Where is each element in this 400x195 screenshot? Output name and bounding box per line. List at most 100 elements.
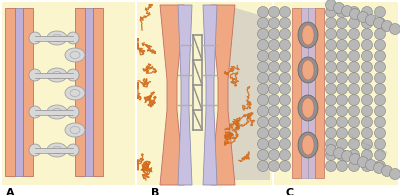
Circle shape	[350, 153, 360, 165]
Circle shape	[348, 160, 360, 171]
Circle shape	[362, 40, 372, 51]
Circle shape	[374, 116, 386, 128]
Circle shape	[280, 160, 290, 171]
Circle shape	[348, 83, 360, 95]
Circle shape	[280, 61, 290, 73]
Circle shape	[258, 150, 268, 160]
Circle shape	[334, 3, 344, 13]
Circle shape	[362, 28, 372, 40]
Circle shape	[258, 6, 268, 18]
Circle shape	[374, 40, 386, 51]
Circle shape	[336, 73, 348, 83]
Ellipse shape	[29, 69, 41, 81]
Circle shape	[258, 51, 268, 61]
Circle shape	[366, 14, 376, 26]
Circle shape	[348, 105, 360, 116]
Circle shape	[280, 95, 290, 105]
Circle shape	[374, 138, 386, 150]
Circle shape	[336, 138, 348, 150]
Bar	[35, 147, 73, 152]
Circle shape	[342, 151, 352, 161]
Text: C: C	[286, 188, 294, 195]
Circle shape	[326, 28, 336, 40]
Bar	[23, 8, 33, 176]
Circle shape	[362, 95, 372, 105]
Circle shape	[348, 18, 360, 28]
Polygon shape	[274, 2, 398, 185]
Circle shape	[374, 73, 386, 83]
Polygon shape	[225, 5, 270, 180]
Circle shape	[268, 61, 280, 73]
Ellipse shape	[302, 135, 314, 155]
Circle shape	[326, 150, 336, 160]
Circle shape	[268, 28, 280, 40]
Bar	[315, 8, 324, 178]
Circle shape	[268, 6, 280, 18]
Circle shape	[326, 116, 336, 128]
Circle shape	[258, 61, 268, 73]
Circle shape	[348, 40, 360, 51]
Circle shape	[362, 138, 372, 150]
Circle shape	[280, 138, 290, 150]
Circle shape	[326, 6, 336, 18]
Circle shape	[258, 95, 268, 105]
Circle shape	[374, 61, 386, 73]
Circle shape	[374, 28, 386, 40]
Circle shape	[358, 157, 368, 168]
Circle shape	[326, 61, 336, 73]
Circle shape	[374, 105, 386, 116]
Circle shape	[268, 128, 280, 138]
Circle shape	[258, 105, 268, 116]
Circle shape	[362, 105, 372, 116]
Circle shape	[336, 51, 348, 61]
Circle shape	[348, 73, 360, 83]
Circle shape	[362, 51, 372, 61]
Circle shape	[362, 160, 372, 171]
Circle shape	[348, 6, 360, 18]
Circle shape	[336, 61, 348, 73]
Circle shape	[348, 128, 360, 138]
Ellipse shape	[29, 32, 41, 44]
Circle shape	[258, 40, 268, 51]
Circle shape	[280, 116, 290, 128]
Ellipse shape	[47, 68, 67, 82]
Polygon shape	[211, 5, 235, 185]
Circle shape	[258, 83, 268, 95]
Circle shape	[326, 144, 336, 155]
Bar	[85, 8, 93, 176]
Circle shape	[280, 40, 290, 51]
Circle shape	[348, 61, 360, 73]
Circle shape	[268, 18, 280, 28]
Bar	[75, 8, 85, 176]
Circle shape	[362, 128, 372, 138]
Circle shape	[258, 116, 268, 128]
Ellipse shape	[29, 144, 41, 156]
Circle shape	[390, 168, 400, 180]
Circle shape	[336, 160, 348, 171]
Circle shape	[334, 147, 344, 159]
Bar	[93, 8, 103, 176]
Circle shape	[258, 138, 268, 150]
Circle shape	[362, 18, 372, 28]
Circle shape	[268, 73, 280, 83]
Circle shape	[280, 18, 290, 28]
Circle shape	[336, 128, 348, 138]
Circle shape	[362, 61, 372, 73]
Circle shape	[336, 28, 348, 40]
Ellipse shape	[67, 32, 79, 44]
Circle shape	[374, 95, 386, 105]
Circle shape	[382, 166, 392, 176]
Circle shape	[280, 28, 290, 40]
Text: Frank Boumphrey M.D.
2004: Frank Boumphrey M.D. 2004	[348, 136, 388, 160]
Circle shape	[374, 162, 384, 174]
Ellipse shape	[47, 31, 67, 45]
Circle shape	[366, 160, 376, 170]
Circle shape	[326, 160, 336, 171]
Ellipse shape	[67, 69, 79, 81]
Bar	[292, 8, 301, 178]
Circle shape	[374, 18, 384, 28]
Bar	[35, 73, 73, 77]
Circle shape	[382, 20, 392, 32]
Polygon shape	[203, 5, 217, 185]
Circle shape	[268, 95, 280, 105]
